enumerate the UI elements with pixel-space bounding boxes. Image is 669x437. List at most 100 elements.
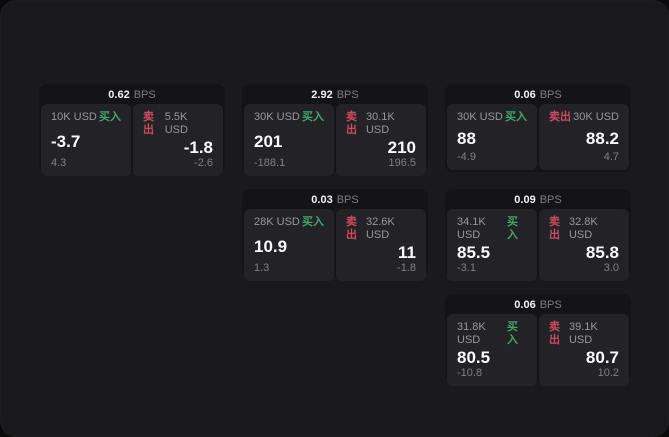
bps-value: 0.09 [514, 194, 536, 206]
quote-panels: 34.1K USD 买入 85.5 -3.1 卖出 32.8K USD 85.8… [447, 209, 629, 281]
sell-notional-amount: 32.6K USD [365, 216, 395, 241]
buy-price-value: 201 [254, 131, 283, 151]
bps-header: 0.06 BPS [447, 86, 629, 104]
sell-tag: 卖出 [346, 111, 357, 136]
sell-panel-top: 卖出 39.1K USD [549, 321, 619, 347]
sell-price-value: 11 [398, 243, 416, 262]
sell-secondary-value: 3.0 [603, 262, 619, 274]
buy-tag: 买入 [99, 111, 121, 123]
buy-panel-top: 30K USD 买入 [457, 111, 527, 124]
buy-price-value: -3.7 [51, 131, 81, 151]
buy-tag: 买入 [507, 216, 519, 241]
bps-value: 0.03 [311, 194, 333, 206]
bps-unit-label: BPS [336, 194, 359, 206]
buy-panel-top: 10K USD 买入 [51, 111, 121, 124]
buy-panel-top: 30K USD 买入 [254, 111, 324, 124]
quote-card: 0.06 BPS 30K USD 买入 88 -4.9 卖出 30K USD 8… [445, 84, 631, 172]
sell-panel[interactable]: 卖出 30K USD 88.2 4.7 [539, 104, 629, 170]
quote-panels: 30K USD 买入 88 -4.9 卖出 30K USD 88.2 4.7 [447, 104, 629, 170]
sell-tag: 卖出 [549, 216, 560, 241]
sell-notional-amount: 32.8K USD [568, 216, 598, 241]
buy-notional-amount: 28K USD [254, 216, 300, 228]
sell-tag: 卖出 [549, 321, 560, 346]
buy-tag: 买入 [507, 321, 519, 346]
bps-unit-label: BPS [336, 89, 359, 101]
sell-panel-top: 卖出 30.1K USD [346, 111, 416, 137]
sell-secondary-value: -1.8 [397, 262, 416, 274]
quote-panels: 28K USD 买入 10.9 1.3 卖出 32.6K USD 11 -1.8 [244, 209, 426, 281]
bps-unit-label: BPS [539, 194, 562, 206]
sell-secondary-value: -2.6 [194, 157, 213, 169]
sell-panel[interactable]: 卖出 30.1K USD 210 196.5 [336, 104, 426, 176]
buy-secondary-value: -188.1 [254, 157, 286, 169]
quote-card: 0.09 BPS 34.1K USD 买入 85.5 -3.1 卖出 32.8K… [445, 189, 631, 281]
bps-unit-label: BPS [133, 89, 156, 101]
quote-card: 0.03 BPS 28K USD 买入 10.9 1.3 卖出 32.6K US… [242, 189, 428, 281]
buy-notional-amount: 30K USD [254, 111, 300, 123]
sell-price-value: 80.7 [585, 348, 619, 367]
bps-value: 2.92 [311, 89, 333, 101]
buy-panel[interactable]: 34.1K USD 买入 85.5 -3.1 [447, 209, 537, 281]
sell-panel[interactable]: 卖出 39.1K USD 80.7 10.2 [539, 314, 629, 386]
bps-header: 2.92 BPS [244, 86, 426, 104]
buy-notional-amount: 34.1K USD [457, 216, 486, 241]
buy-secondary-value: 1.3 [254, 262, 270, 274]
sell-tag: 卖出 [346, 216, 357, 241]
bps-header: 0.09 BPS [447, 191, 629, 209]
buy-secondary-value: -3.1 [457, 262, 476, 274]
buy-panel[interactable]: 10K USD 买入 -3.7 4.3 [41, 104, 131, 176]
buy-tag: 买入 [302, 216, 324, 228]
sell-panel-top: 卖出 5.5K USD [143, 111, 213, 137]
buy-panel[interactable]: 30K USD 买入 201 -188.1 [244, 104, 334, 176]
buy-secondary-value: 4.3 [51, 157, 67, 169]
quote-panels: 10K USD 买入 -3.7 4.3 卖出 5.5K USD -1.8 -2.… [41, 104, 223, 176]
buy-price-value: 88 [457, 128, 476, 148]
buy-price-value: 80.5 [457, 348, 491, 367]
buy-notional-amount: 30K USD [457, 111, 503, 123]
sell-price-value: -1.8 [183, 138, 213, 157]
sell-price-value: 210 [387, 138, 416, 157]
quote-card: 2.92 BPS 30K USD 买入 201 -188.1 卖出 30.1K … [242, 84, 428, 176]
bps-value: 0.06 [514, 89, 536, 101]
sell-price-value: 85.8 [585, 243, 619, 262]
buy-tag: 买入 [505, 111, 527, 123]
buy-panel[interactable]: 30K USD 买入 88 -4.9 [447, 104, 537, 170]
buy-secondary-value: -10.8 [457, 367, 483, 379]
sell-secondary-value: 4.7 [603, 151, 619, 163]
buy-notional-amount: 10K USD [51, 111, 97, 123]
sell-secondary-value: 196.5 [388, 157, 416, 169]
sell-panel-top: 卖出 32.6K USD [346, 216, 416, 242]
sell-notional-amount: 5.5K USD [164, 111, 188, 136]
bps-header: 0.06 BPS [447, 296, 629, 314]
sell-panel-top: 卖出 32.8K USD [549, 216, 619, 242]
sell-notional-amount: 30.1K USD [365, 111, 395, 136]
sell-price-value: 88.2 [585, 128, 619, 148]
sell-tag: 卖出 [549, 111, 571, 123]
buy-panel-top: 31.8K USD 买入 [457, 321, 527, 347]
sell-secondary-value: 10.2 [597, 367, 619, 379]
buy-panel[interactable]: 31.8K USD 买入 80.5 -10.8 [447, 314, 537, 386]
bps-value: 0.62 [108, 89, 130, 101]
quote-panels: 31.8K USD 买入 80.5 -10.8 卖出 39.1K USD 80.… [447, 314, 629, 386]
quote-card: 0.06 BPS 31.8K USD 买入 80.5 -10.8 卖出 39.1… [445, 294, 631, 386]
sell-notional-amount: 39.1K USD [568, 321, 598, 346]
quote-card: 0.62 BPS 10K USD 买入 -3.7 4.3 卖出 5.5K USD… [39, 84, 225, 176]
buy-price-value: 10.9 [254, 236, 288, 256]
buy-secondary-value: -4.9 [457, 151, 476, 163]
buy-price-value: 85.5 [457, 243, 491, 262]
sell-notional-amount: 30K USD [573, 111, 619, 123]
buy-panel-top: 34.1K USD 买入 [457, 216, 527, 242]
quote-cards-grid: 0.62 BPS 10K USD 买入 -3.7 4.3 卖出 5.5K USD… [39, 84, 631, 386]
quote-panels: 30K USD 买入 201 -188.1 卖出 30.1K USD 210 1… [244, 104, 426, 176]
bps-header: 0.03 BPS [244, 191, 426, 209]
bps-unit-label: BPS [539, 89, 562, 101]
sell-tag: 卖出 [143, 111, 154, 136]
sell-panel-top: 卖出 30K USD [549, 111, 619, 124]
buy-panel[interactable]: 28K USD 买入 10.9 1.3 [244, 209, 334, 281]
bps-unit-label: BPS [539, 299, 562, 311]
sell-panel[interactable]: 卖出 32.8K USD 85.8 3.0 [539, 209, 629, 281]
buy-panel-top: 28K USD 买入 [254, 216, 324, 229]
sell-panel[interactable]: 卖出 32.6K USD 11 -1.8 [336, 209, 426, 281]
sell-panel[interactable]: 卖出 5.5K USD -1.8 -2.6 [133, 104, 223, 176]
